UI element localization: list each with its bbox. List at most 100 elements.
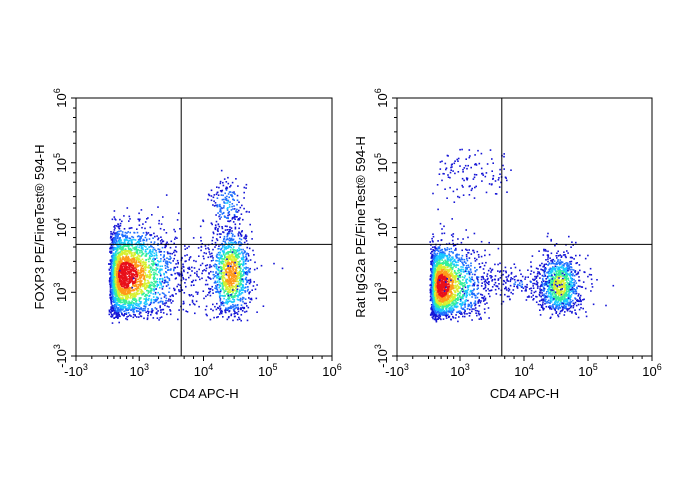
data-point (135, 302, 138, 305)
data-point (213, 265, 216, 268)
data-point (126, 261, 129, 264)
data-point (115, 302, 118, 305)
data-point (470, 271, 473, 273)
data-point (133, 306, 136, 308)
data-point (238, 318, 241, 320)
data-point (208, 248, 210, 251)
data-point (222, 211, 225, 214)
data-point (203, 257, 205, 260)
data-point (203, 297, 205, 300)
data-point (119, 291, 121, 294)
data-point (210, 222, 213, 224)
data-point (450, 250, 453, 253)
data-point (126, 286, 129, 289)
data-point (224, 246, 227, 249)
data-point (445, 311, 447, 313)
data-point (140, 255, 143, 257)
data-point (136, 235, 139, 238)
data-point (115, 293, 117, 295)
data-point (229, 266, 231, 269)
data-point (211, 239, 214, 242)
data-point (162, 285, 164, 288)
data-point (223, 235, 226, 238)
data-point (222, 285, 224, 288)
data-point (125, 238, 128, 241)
data-point (118, 299, 121, 301)
data-point (136, 289, 138, 292)
data-point (466, 294, 468, 296)
data-point (230, 313, 233, 316)
data-point (154, 299, 156, 301)
data-point (214, 202, 217, 204)
data-point (234, 253, 237, 255)
data-point (127, 295, 130, 298)
data-point (159, 306, 161, 309)
data-point (247, 253, 250, 255)
data-point (460, 313, 462, 315)
data-point (246, 290, 249, 292)
data-point (230, 300, 232, 303)
data-point (122, 246, 124, 248)
data-point (130, 270, 133, 273)
data-point (150, 234, 152, 237)
data-point (178, 272, 180, 274)
data-point (170, 273, 173, 276)
data-point (221, 276, 224, 279)
data-point (127, 312, 130, 314)
data-point (457, 238, 459, 240)
data-point (471, 284, 474, 287)
data-point (125, 313, 128, 315)
data-point (213, 276, 216, 278)
data-point (216, 186, 218, 188)
data-point (243, 271, 245, 273)
data-point (144, 278, 146, 281)
data-point (197, 247, 200, 249)
data-point (459, 310, 461, 312)
data-point (227, 308, 229, 310)
data-point (127, 288, 129, 290)
data-point (173, 266, 176, 269)
data-point (215, 238, 218, 240)
data-point (131, 261, 134, 263)
data-point (136, 278, 139, 281)
data-point (451, 256, 454, 259)
data-point (488, 281, 490, 283)
data-point (239, 284, 241, 287)
data-point (234, 315, 236, 318)
data-point (142, 223, 144, 225)
data-point (217, 251, 220, 254)
data-point (186, 311, 189, 313)
data-point (153, 288, 156, 291)
data-point (156, 235, 158, 237)
data-point (110, 252, 112, 254)
data-point (145, 234, 147, 236)
data-point (124, 277, 126, 279)
data-point (114, 235, 117, 237)
data-point (233, 255, 235, 258)
data-point (242, 264, 244, 267)
data-point (228, 213, 231, 216)
data-point (118, 227, 121, 230)
data-point (226, 234, 229, 237)
data-point (161, 292, 164, 294)
data-point (108, 311, 111, 313)
data-point (240, 263, 242, 265)
data-point (139, 286, 142, 289)
data-point (119, 245, 122, 247)
data-point (435, 249, 438, 251)
data-point (219, 209, 222, 212)
data-point (219, 271, 221, 274)
data-point (152, 309, 154, 312)
data-point (221, 268, 223, 271)
data-point (442, 318, 445, 320)
data-point (442, 257, 445, 259)
data-point (204, 283, 207, 286)
data-point (233, 199, 235, 201)
data-point (110, 276, 112, 278)
data-point (133, 280, 135, 283)
data-point (213, 274, 215, 276)
data-point (159, 274, 162, 277)
data-point (465, 264, 468, 267)
data-point (243, 207, 245, 210)
data-point (120, 297, 123, 299)
